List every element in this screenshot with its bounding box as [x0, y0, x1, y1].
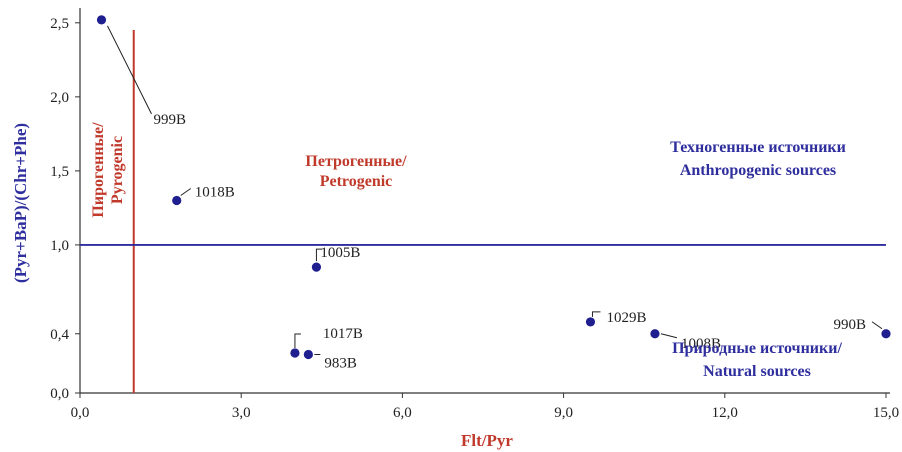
- x-tick-label: 9,0: [554, 405, 573, 421]
- point-marker: [172, 195, 182, 206]
- x-tick-label: 12,0: [712, 405, 738, 421]
- y-tick-label: 0,0: [50, 386, 69, 402]
- point-leader-line: [871, 321, 883, 330]
- x-tick-label: 0,0: [71, 405, 90, 421]
- axes: [75, 8, 890, 398]
- point-label: 983B: [324, 356, 357, 372]
- point-marker: [585, 317, 596, 327]
- petrogenic-label-ru: Петрогенные/: [305, 153, 407, 170]
- pyrogenic-label-ru: Пирогенные/: [90, 122, 107, 218]
- point-marker: [96, 15, 107, 25]
- x-axis-title: Flt/Pyr: [461, 431, 513, 450]
- data-point-1008b: 1008B: [650, 329, 721, 352]
- y-tick-label: 1,5: [50, 164, 69, 180]
- natural-label-en: Natural sources: [703, 363, 811, 380]
- point-leader-line: [315, 248, 323, 262]
- point-marker: [650, 329, 660, 339]
- anthropogenic-label-ru: Техногенные источники: [670, 139, 846, 156]
- point-leader-line: [660, 333, 678, 339]
- point-leader-line: [107, 25, 152, 115]
- point-label: 1017B: [323, 326, 363, 342]
- pyrogenic-label-en: Pyrogenic: [109, 136, 126, 204]
- point-leader-line: [294, 333, 301, 349]
- point-label: 999B: [153, 112, 186, 128]
- data-point-1005b: 1005B: [311, 245, 360, 272]
- data-points: 999B 1018B 1005B 1017B 983B 1029B 1008B 990B: [96, 15, 891, 372]
- point-marker: [290, 348, 300, 358]
- anthropogenic-annotation: Техногенные источники Anthropogenic sour…: [670, 139, 846, 179]
- point-leader-line: [591, 311, 601, 317]
- point-label: 1008B: [681, 336, 721, 352]
- point-label: 990B: [833, 317, 866, 333]
- point-marker: [881, 329, 891, 339]
- y-tick-label: 0,4: [50, 327, 69, 343]
- data-point-983b: 983B: [303, 349, 357, 372]
- data-point-1018b: 1018B: [172, 185, 235, 206]
- data-point-999b: 999B: [96, 15, 186, 128]
- data-point-1017b: 1017B: [290, 326, 363, 358]
- anthropogenic-label-en: Anthropogenic sources: [680, 162, 836, 179]
- point-leader-line: [180, 188, 192, 196]
- y-axis-title: (Pyr+BaP)/(Chr+Phe): [11, 123, 30, 283]
- pyrogenic-annotation: Пирогенные/ Pyrogenic: [90, 122, 126, 218]
- data-point-990b: 990B: [833, 317, 891, 339]
- y-tick-label: 1,0: [50, 238, 69, 254]
- point-marker: [311, 262, 322, 272]
- point-label: 1029B: [606, 310, 646, 326]
- y-tick-label: 2,0: [50, 90, 69, 106]
- tick-labels: 0,0 3,0 6,0 9,0 12,0 15,0 0,0 0,4 1,0 1,5 2,0 2,5: [50, 16, 899, 421]
- petrogenic-label-en: Petrogenic: [320, 173, 393, 190]
- x-tick-label: 3,0: [232, 405, 251, 421]
- point-label: 1005B: [320, 245, 360, 261]
- point-marker: [303, 349, 313, 360]
- x-tick-label: 15,0: [873, 405, 899, 421]
- natural-label-ru: Природные источники/: [672, 340, 842, 357]
- petrogenic-annotation: Петрогенные/ Petrogenic: [305, 153, 407, 190]
- point-label: 1018B: [195, 185, 235, 201]
- x-tick-label: 6,0: [393, 405, 412, 421]
- y-tick-label: 2,5: [50, 16, 69, 32]
- data-point-1029b: 1029B: [585, 310, 646, 327]
- natural-annotation: Природные источники/ Natural sources: [672, 340, 842, 380]
- threshold-lines: [80, 30, 886, 393]
